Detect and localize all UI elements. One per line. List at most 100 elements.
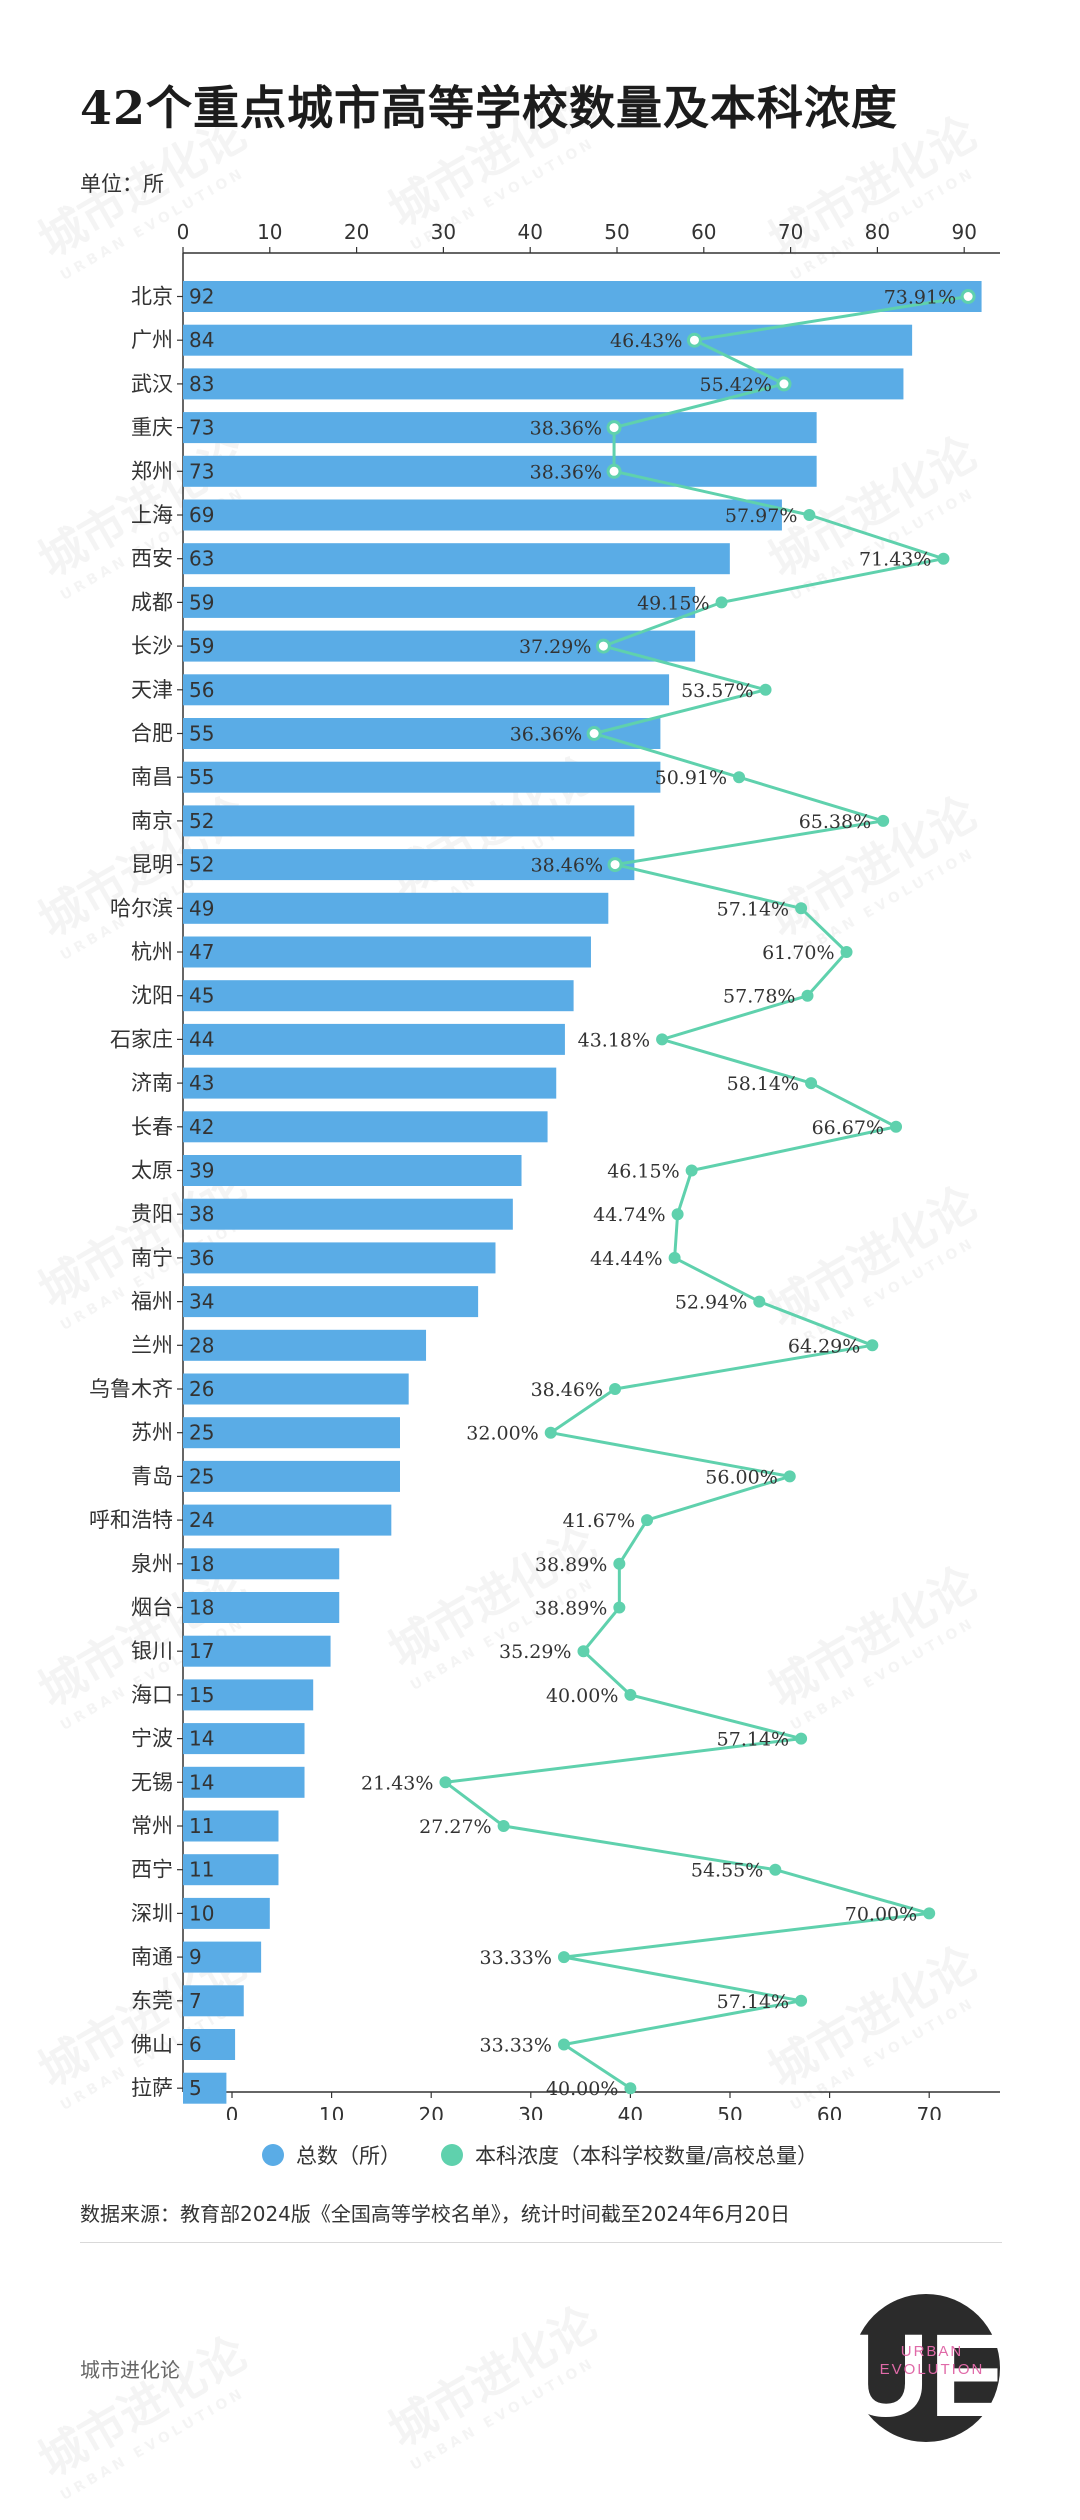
rate-value-label: 57.14% (717, 1991, 789, 2013)
unit-label: 单位：所 (80, 172, 164, 196)
bar (183, 1504, 392, 1536)
city-label: 上海 (131, 503, 173, 527)
legend: 总数（所） 本科浓度（本科学校数量/高校总量） (0, 2140, 1080, 2170)
bar (183, 412, 817, 444)
bar (183, 1679, 314, 1711)
city-label: 无锡 (131, 1770, 173, 1794)
city-label: 南宁 (131, 1246, 173, 1270)
rate-point (805, 1077, 818, 1090)
rate-point (795, 902, 808, 915)
bottom-axis-tick-label: 30 (518, 2103, 543, 2120)
chart-title: 42个重点城市高等学校数量及本科浓度 (80, 81, 899, 135)
rate-point (753, 1295, 766, 1308)
rate-value-label: 33.33% (480, 2035, 552, 2057)
city-label: 广州 (131, 328, 173, 352)
rate-value-label: 44.44% (590, 1248, 662, 1270)
rate-value-label: 38.36% (530, 418, 602, 440)
bar (183, 1854, 279, 1886)
rate-point (877, 814, 890, 827)
city-label: 哈尔滨 (110, 896, 173, 920)
city-label: 重庆 (131, 416, 173, 440)
rate-value-label: 36.36% (510, 724, 582, 746)
rate-point (960, 289, 976, 304)
rate-point (795, 1994, 808, 2007)
bar-value-label: 15 (189, 1683, 214, 1707)
footer-brand-name: 城市进化论 (80, 2358, 180, 2382)
bottom-axis-tick-label: 20 (418, 2103, 443, 2120)
bottom-axis-tick-label: 60 (817, 2103, 842, 2120)
rate-point (801, 989, 814, 1002)
rate-point (613, 1601, 626, 1614)
bar (183, 674, 670, 706)
bar (183, 761, 661, 793)
city-label: 天津 (131, 678, 173, 702)
bar (183, 892, 609, 924)
rate-point (586, 726, 602, 741)
bar (183, 1460, 400, 1492)
bottom-axis-tick-label: 0 (226, 2103, 239, 2120)
bar (183, 586, 696, 618)
bar-value-label: 11 (189, 1814, 214, 1838)
rate-point (783, 1470, 796, 1483)
rate-point (803, 509, 816, 521)
rate-value-label: 58.14% (727, 1073, 799, 1095)
rate-value-label: 38.36% (530, 461, 602, 483)
top-axis-tick-label: 20 (344, 220, 369, 244)
watermark-text: 城市进化论URBAN EVOLUTION (25, 2318, 265, 2504)
bar-value-label: 73 (189, 459, 214, 483)
bar-line-chart: 0 10 20 30 40 50 60 70 80 90 0 10 20 30 40 50 60 70 北京 92 广州… (89, 220, 1000, 2120)
bar-value-label: 11 (189, 1858, 214, 1882)
bar (183, 1373, 409, 1405)
bar-value-label: 59 (189, 634, 214, 658)
bar (183, 455, 817, 487)
legend-line-swatch (440, 2144, 463, 2166)
bar (183, 2029, 236, 2060)
bar (183, 1155, 522, 1186)
bar (183, 980, 574, 1012)
city-label: 成都 (131, 590, 173, 614)
rate-value-label: 40.00% (546, 1685, 618, 1707)
city-label: 沈阳 (131, 984, 173, 1008)
bar (183, 805, 635, 837)
bottom-axis-tick-label: 40 (618, 2103, 643, 2120)
bar-value-label: 17 (189, 1639, 214, 1663)
watermark-subtext: URBAN EVOLUTION (58, 2375, 265, 2504)
bar-value-label: 18 (189, 1552, 214, 1576)
rate-point (544, 1426, 557, 1439)
bar-value-label: 73 (189, 416, 214, 440)
bar-value-label: 49 (189, 896, 214, 920)
bar-value-label: 52 (189, 809, 214, 833)
watermark-subtext: URBAN EVOLUTION (408, 2345, 615, 2474)
bar-value-label: 25 (189, 1464, 214, 1488)
rate-value-label: 46.15% (607, 1161, 679, 1183)
bar (183, 499, 782, 531)
top-axis-tick-label: 30 (431, 220, 456, 244)
bar-value-label: 43 (189, 1071, 214, 1095)
city-label: 武汉 (131, 372, 173, 396)
city-label: 石家庄 (110, 1027, 173, 1051)
rate-value-label: 38.89% (535, 1554, 607, 1576)
city-label: 泉州 (131, 1552, 173, 1576)
rate-value-label: 41.67% (563, 1510, 635, 1532)
bar-value-label: 84 (189, 328, 214, 352)
bottom-axis-tick-label: 70 (916, 2103, 941, 2120)
city-label: 青岛 (131, 1464, 173, 1488)
rate-point (595, 638, 611, 654)
city-label: 北京 (131, 285, 173, 309)
city-label: 杭州 (131, 940, 173, 964)
rate-point (866, 1339, 879, 1352)
rate-point (776, 376, 792, 392)
rate-value-label: 50.91% (655, 767, 727, 789)
city-label: 常州 (131, 1814, 173, 1838)
top-axis-tick-label: 10 (257, 220, 282, 244)
bar (183, 324, 913, 356)
bar (183, 543, 730, 575)
bar (183, 1723, 305, 1755)
city-label: 福州 (131, 1290, 173, 1314)
bar-value-label: 42 (189, 1115, 214, 1139)
logo-circle (852, 2294, 1000, 2442)
rate-value-label: 43.18% (578, 1029, 650, 1051)
bar (183, 1286, 479, 1318)
bar (183, 718, 661, 749)
city-label: 合肥 (131, 722, 173, 746)
